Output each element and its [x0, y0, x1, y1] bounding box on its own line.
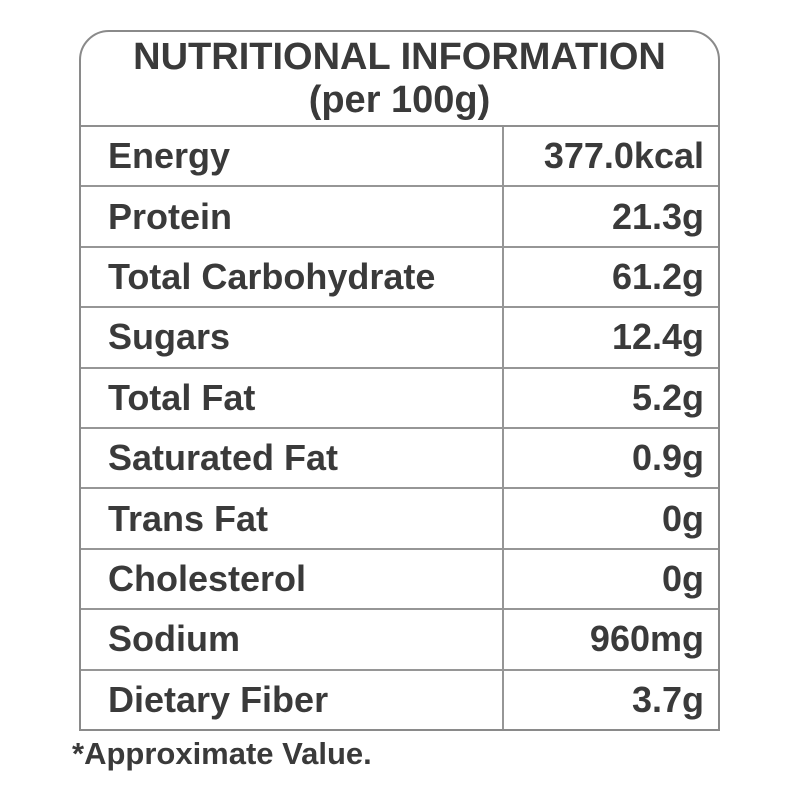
nutrient-label: Sugars: [108, 316, 231, 358]
nutrient-label: Dietary Fiber: [108, 678, 329, 720]
approximate-value-footnote: *Approximate Value.: [72, 736, 372, 771]
nutrient-label: Protein: [108, 195, 233, 237]
table-row: Protein 21.3g: [81, 185, 718, 246]
nutrition-table: NUTRITIONAL INFORMATION (per 100g) Energ…: [79, 30, 720, 731]
nutrient-value: 960mg: [502, 610, 718, 669]
table-title-line2: (per 100g): [308, 78, 491, 121]
nutrient-value: 5.2g: [502, 368, 718, 428]
table-rows: Energy 377.0kcal Protein 21.3g Total Car…: [81, 127, 718, 730]
nutrient-label: Total Carbohydrate: [108, 256, 436, 298]
nutrient-label: Sodium: [108, 618, 240, 660]
nutrition-label: NUTRITIONAL INFORMATION (per 100g) Energ…: [79, 30, 720, 731]
nutrient-label: Total Fat: [108, 376, 256, 418]
nutrient-value: 377.0kcal: [502, 127, 718, 186]
table-row: Dietary Fiber 3.7g: [81, 668, 718, 730]
table-row: Total Carbohydrate 61.2g: [81, 245, 718, 307]
table-row: Trans Fat 0g: [81, 487, 718, 548]
table-row: Total Fat 5.2g: [81, 366, 718, 428]
nutrient-value: 0g: [502, 489, 718, 548]
nutrient-value: 12.4g: [502, 308, 718, 367]
table-header: NUTRITIONAL INFORMATION (per 100g): [81, 32, 718, 127]
nutrient-label: Saturated Fat: [108, 437, 339, 479]
table-row: Sodium 960mg: [81, 608, 718, 669]
nutrient-value: 0.9g: [502, 429, 718, 488]
nutrient-value: 61.2g: [502, 247, 718, 307]
nutrient-label: Cholesterol: [108, 558, 307, 600]
table-row: Cholesterol 0g: [81, 547, 718, 609]
nutrient-label: Trans Fat: [108, 497, 269, 539]
nutrient-label: Energy: [108, 135, 231, 177]
table-row: Energy 377.0kcal: [81, 127, 718, 186]
table-title-line1: NUTRITIONAL INFORMATION: [133, 35, 666, 78]
nutrient-value: 3.7g: [502, 670, 718, 730]
nutrient-value: 21.3g: [502, 187, 718, 246]
table-row: Saturated Fat 0.9g: [81, 427, 718, 488]
nutrient-value: 0g: [502, 549, 718, 609]
table-row: Sugars 12.4g: [81, 306, 718, 367]
